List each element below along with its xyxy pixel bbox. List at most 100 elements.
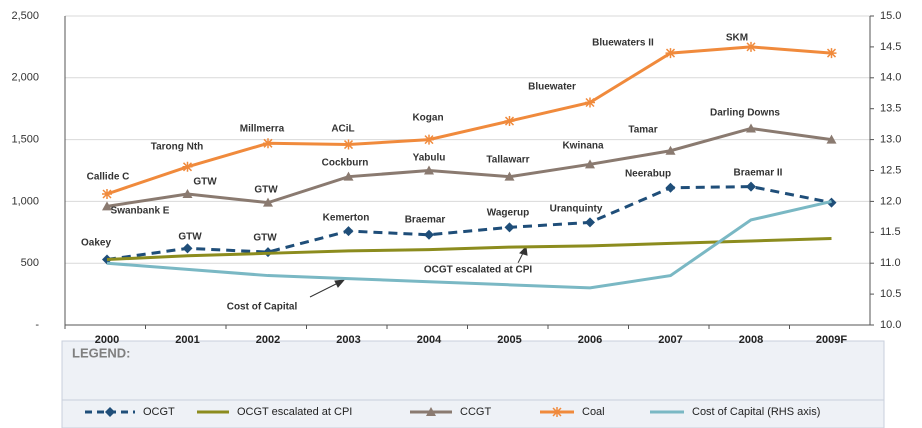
annotation: Oakey xyxy=(81,238,111,249)
triangle-marker xyxy=(182,188,193,198)
y2-tick-label: 11.0 xyxy=(880,257,901,269)
triangle-marker xyxy=(102,201,112,211)
annotation: Bluewaters II xyxy=(592,38,654,49)
x-tick-label: 2006 xyxy=(578,334,602,346)
triangle-marker xyxy=(424,165,434,175)
triangle-marker xyxy=(426,407,436,416)
asterisk-marker xyxy=(665,48,676,59)
y2-tick-label: 10.5 xyxy=(880,288,901,300)
diamond-marker xyxy=(182,243,193,254)
asterisk-marker xyxy=(746,41,756,52)
annotation: Darling Downs xyxy=(710,108,780,119)
series-line xyxy=(106,199,832,290)
diamond-marker xyxy=(746,181,756,192)
x-tick-label: 2001 xyxy=(175,334,199,346)
series-line xyxy=(106,45,832,196)
legend-label: CCGT xyxy=(460,406,491,418)
annotation: GTW xyxy=(254,185,278,196)
x-tick-label: 2007 xyxy=(658,334,682,346)
annotation: Uranquinty xyxy=(550,204,603,215)
asterisk-marker xyxy=(504,116,515,127)
arrow-head xyxy=(519,245,528,256)
annotation: Braemar II xyxy=(734,168,783,179)
legend-label: OCGT escalated at CPI xyxy=(237,406,352,418)
annotation: GTW xyxy=(253,233,277,244)
annotation: Kemerton xyxy=(323,213,370,224)
arrow-head xyxy=(334,279,346,288)
y2-tick-label: 13.5 xyxy=(880,103,901,115)
annotation: OCGT escalated at CPI xyxy=(424,265,533,276)
annotation: Tallawarr xyxy=(486,155,529,166)
y-tick-label: 2,500 xyxy=(11,10,39,22)
triangle-marker xyxy=(343,171,354,181)
asterisk-marker xyxy=(263,138,273,149)
x-tick-label: 2004 xyxy=(417,334,442,346)
legend-label: Cost of Capital (RHS axis) xyxy=(692,406,820,418)
triangle-marker xyxy=(263,197,273,207)
asterisk-marker xyxy=(182,161,193,172)
x-tick-label: 2005 xyxy=(497,334,521,346)
annotation: Cost of Capital xyxy=(227,302,298,313)
y2-tick-label: 11.5 xyxy=(880,226,901,238)
annotation: Wagerup xyxy=(487,208,529,219)
x-tick-label: 2002 xyxy=(256,334,280,346)
annotation: Tarong Nth xyxy=(151,142,204,153)
annotation-arrows xyxy=(309,245,528,298)
arrow xyxy=(309,281,341,298)
annotation: Kwinana xyxy=(562,141,604,152)
diamond-marker xyxy=(343,226,354,237)
annotation: Cockburn xyxy=(322,158,369,169)
y2-tick-label: 13.0 xyxy=(880,134,901,146)
y-tick-label: 500 xyxy=(21,257,39,269)
annotation: GTW xyxy=(193,177,217,188)
diamond-marker xyxy=(504,222,515,233)
annotation: Swanbank E xyxy=(111,206,170,217)
asterisk-marker xyxy=(102,188,112,199)
diamond-marker xyxy=(424,229,434,240)
annotation: SKM xyxy=(726,33,748,44)
y-tick-label: 1,000 xyxy=(11,195,39,207)
y2-tick-label: 14.5 xyxy=(880,41,901,53)
series-line xyxy=(106,126,832,208)
triangle-marker xyxy=(665,145,676,155)
triangle-marker xyxy=(504,171,515,181)
annotation: Yabulu xyxy=(413,153,446,164)
series-line xyxy=(106,185,832,261)
diamond-marker xyxy=(665,182,676,193)
x-tick-label: 2009F xyxy=(816,334,847,346)
triangle-marker xyxy=(826,134,837,144)
y2-tick-label: 10.0 xyxy=(880,319,901,331)
diamond-marker xyxy=(105,407,115,417)
annotation: Bluewater xyxy=(528,82,576,93)
triangle-marker xyxy=(585,159,595,169)
x-tick-label: 2003 xyxy=(336,334,360,346)
annotation: ACiL xyxy=(331,124,354,135)
x-tick-label: 2008 xyxy=(739,334,763,346)
asterisk-marker xyxy=(343,139,354,150)
series-line xyxy=(106,236,832,261)
annotation: GTW xyxy=(178,232,202,243)
triangle-marker xyxy=(746,123,756,133)
y2-tick-label: 15.0 xyxy=(880,10,901,22)
asterisk-marker xyxy=(585,97,595,108)
y2-tick-label: 12.5 xyxy=(880,164,901,176)
annotation: Kogan xyxy=(412,113,443,124)
y-tick-label: - xyxy=(35,319,39,331)
legend-label: Coal xyxy=(582,406,605,418)
x-tick-label: 2000 xyxy=(95,334,119,346)
annotation: Braemar xyxy=(405,215,446,226)
asterisk-marker xyxy=(424,134,434,145)
diamond-marker xyxy=(585,217,595,228)
annotation: Tamar xyxy=(628,125,657,136)
annotation: Callide C xyxy=(87,172,130,183)
annotation: Millmerra xyxy=(240,124,285,135)
legend-title: LEGEND: xyxy=(72,345,131,360)
asterisk-marker xyxy=(552,407,562,417)
legend-label: OCGT xyxy=(143,406,175,418)
y2-tick-label: 14.0 xyxy=(880,72,901,84)
y2-tick-label: 12.0 xyxy=(880,195,901,207)
y-tick-label: 2,000 xyxy=(11,72,39,84)
annotation: Neerabup xyxy=(625,169,671,180)
y-tick-label: 1,500 xyxy=(11,134,39,146)
